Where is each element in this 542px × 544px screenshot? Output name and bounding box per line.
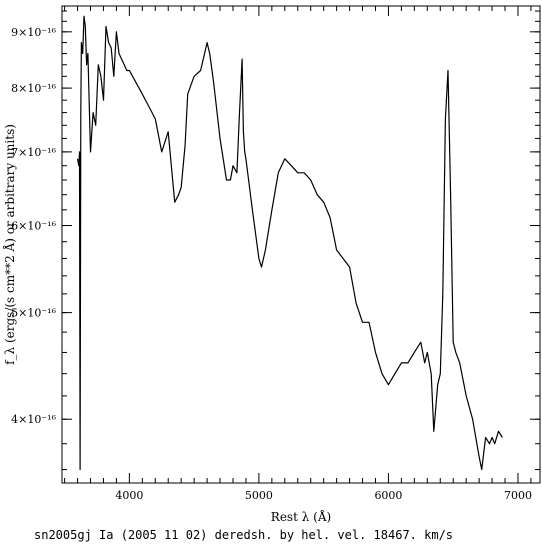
x-tick-label: 4000 (115, 489, 143, 502)
y-axis-ticks: 4×10⁻¹⁶ 5×10⁻¹⁶ 6×10⁻¹⁶ 7×10⁻¹⁶ 8×10⁻¹⁶ 9×10⁻… (11, 10, 540, 471)
y-tick-label: 9×10⁻¹⁶ (11, 26, 56, 39)
y-tick-label: 8×10⁻¹⁶ (11, 82, 56, 95)
spectrum-line (76, 15, 503, 471)
x-tick-label: 5000 (245, 489, 273, 502)
x-tick-label: 7000 (504, 489, 532, 502)
y-tick-label: 7×10⁻¹⁶ (11, 146, 56, 159)
x-axis-label: Rest λ (Å) (271, 509, 331, 524)
spectrum-caption: sn2005gj Ia (2005 11 02) deredsh. by hel… (34, 528, 454, 542)
x-axis-ticks: 4000 5000 6000 7000 (64, 6, 532, 502)
plot-frame (61, 5, 541, 484)
y-tick-label: 6×10⁻¹⁶ (11, 220, 56, 233)
series-group (76, 15, 503, 471)
y-axis-label: f_λ (ergs/(s cm**2 Å) or arbitrary units… (2, 124, 17, 365)
y-tick-label: 4×10⁻¹⁶ (11, 413, 56, 426)
x-tick-label: 6000 (374, 489, 402, 502)
y-tick-label: 5×10⁻¹⁶ (11, 307, 56, 320)
